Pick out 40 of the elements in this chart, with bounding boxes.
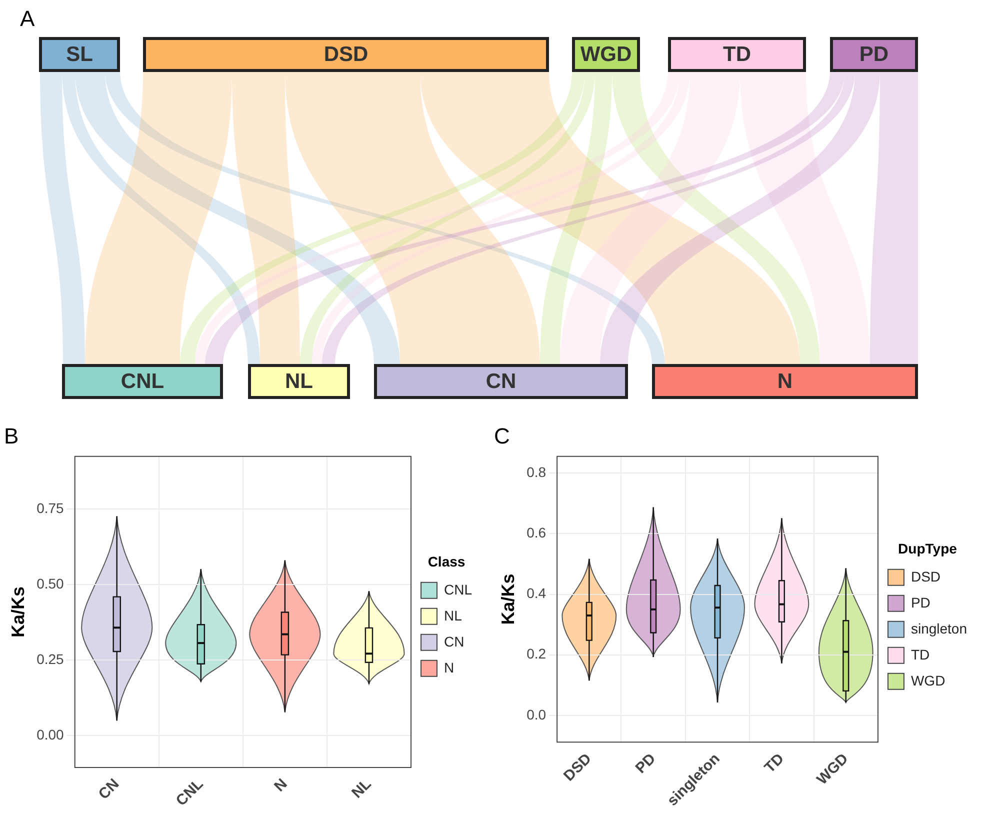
legend-label: N: [444, 659, 454, 676]
text: N: [652, 364, 918, 399]
y-tick-label: 0.50: [36, 575, 64, 592]
y-tick-label: 0.6: [526, 524, 546, 541]
legend-title: DupType: [898, 540, 958, 556]
x-tick-label: TD: [761, 750, 788, 776]
y-tick-label: 0.00: [36, 726, 64, 742]
y-tick-label: 0.8: [526, 464, 546, 480]
x-tick-label: N: [271, 776, 291, 796]
text: CNL: [62, 364, 223, 399]
x-tick-label: CNL: [172, 776, 207, 810]
x-tick-label: NL: [348, 776, 375, 802]
legend-label: NL: [444, 607, 462, 624]
legend-label: CN: [444, 633, 464, 650]
legend-label: TD: [910, 646, 930, 662]
y-axis-title: Ka/Ks: [8, 586, 28, 638]
legend-label: CNL: [444, 581, 472, 598]
x-tick-label: CN: [95, 776, 123, 803]
legend-title: Class: [428, 553, 466, 570]
y-tick-label: 0.4: [526, 585, 546, 602]
y-tick-label: 0.25: [36, 650, 64, 667]
y-axis-title: Ka/Ks: [498, 574, 518, 625]
category-label: WGD: [572, 37, 640, 72]
legend-label: DSD: [910, 568, 941, 584]
legend-label: PD: [910, 594, 930, 610]
legend-label: WGD: [910, 672, 946, 688]
category-label: DSD: [143, 37, 549, 72]
legend-label: singleton: [910, 620, 968, 636]
chart-title: C: [494, 423, 510, 448]
y-tick-label: 0.2: [526, 646, 546, 662]
text: CN: [374, 364, 628, 399]
category-label: SL: [39, 37, 120, 72]
chart-title: B: [4, 423, 19, 448]
category-label: PD: [830, 37, 918, 72]
text: NL: [248, 364, 350, 399]
category-label: TD: [668, 37, 806, 72]
y-tick-label: 0.0: [526, 706, 546, 722]
x-tick-label: PD: [632, 750, 660, 777]
text: A: [20, 6, 35, 32]
y-tick-label: 0.75: [36, 500, 64, 516]
